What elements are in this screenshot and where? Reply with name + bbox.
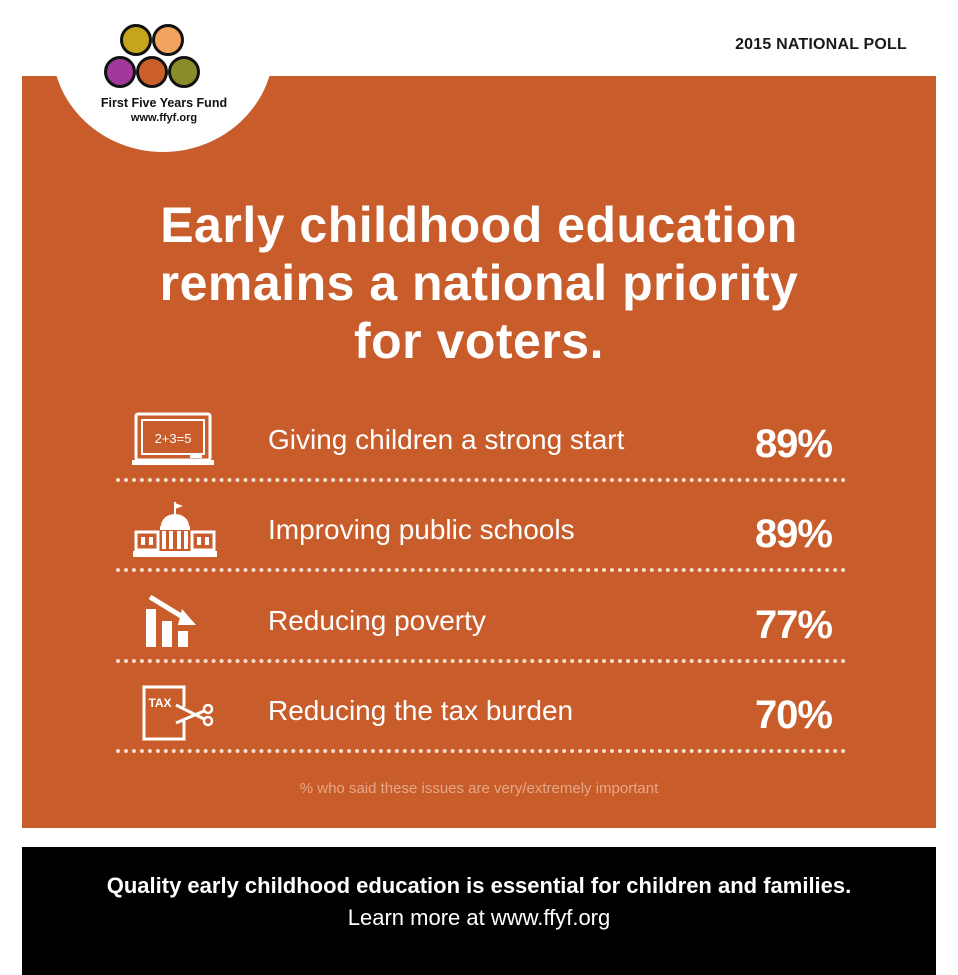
issue-row: 2+3=5 Giving children a strong start 89% (116, 412, 846, 502)
headline-line-2: remains a national priority (159, 255, 799, 311)
issue-row: Reducing poverty 77% (116, 593, 846, 683)
orange-panel: Early childhood education remains a nati… (22, 76, 936, 828)
capitol-building-icon (130, 502, 220, 562)
logo-name: First Five Years Fund (100, 96, 228, 110)
dotted-divider (116, 659, 846, 663)
logo-url: www.ffyf.org (130, 112, 198, 124)
issue-percent: 89% (754, 512, 833, 556)
issue-label: Reducing the tax burden (268, 695, 574, 726)
issue-row: TAX Reducing the tax burden 70% (116, 683, 846, 773)
issue-label: Reducing poverty (268, 605, 486, 636)
dotted-divider (116, 478, 846, 482)
dotted-divider (116, 749, 846, 753)
logo-dot (120, 24, 152, 56)
headline: Early childhood education remains a nati… (22, 196, 936, 370)
issue-row: Improving public schools 89% (116, 502, 846, 592)
tax-label: TAX (148, 696, 171, 710)
dotted-divider (116, 568, 846, 572)
issue-label: Improving public schools (268, 514, 575, 545)
tax-scissors-icon: TAX (130, 683, 220, 743)
logo-dot (152, 24, 184, 56)
issue-percent: 77% (754, 603, 833, 647)
issue-label: Giving children a strong start (268, 424, 625, 455)
logo-dot (104, 56, 136, 88)
logo-icon (104, 24, 220, 90)
logo-dot (168, 56, 200, 88)
issue-percent: 70% (754, 693, 833, 737)
chalkboard-icon: 2+3=5 (130, 412, 220, 472)
chalkboard-equation: 2+3=5 (155, 431, 192, 446)
footer-tagline: Quality early childhood education is ess… (106, 873, 852, 898)
issue-percent: 89% (754, 422, 833, 466)
headline-line-3: for voters. (353, 313, 604, 369)
footer-learn-more: Learn more at www.ffyf.org (347, 905, 611, 930)
poll-label: 2015 NATIONAL POLL (735, 36, 907, 53)
declining-bar-chart-icon (130, 593, 220, 653)
logo-dot (136, 56, 168, 88)
footnote: % who said these issues are very/extreme… (299, 780, 659, 797)
footer-banner: Quality early childhood education is ess… (22, 847, 936, 975)
headline-line-1: Early childhood education (160, 197, 798, 253)
